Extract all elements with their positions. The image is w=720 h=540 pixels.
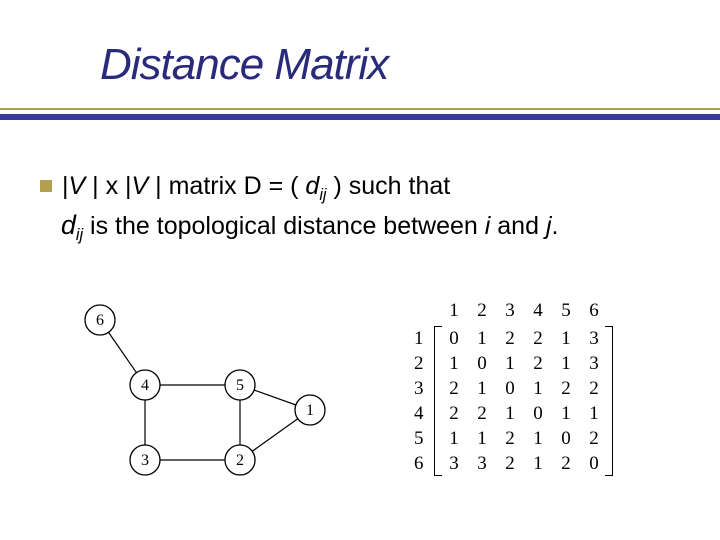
svg-text:5: 5 [236, 377, 244, 394]
bullet-icon [40, 180, 52, 192]
title-underline-top [0, 108, 720, 110]
matrix-bracket-left [434, 326, 442, 476]
svg-text:6: 6 [96, 312, 104, 329]
svg-text:4: 4 [141, 377, 149, 394]
svg-text:3: 3 [141, 452, 149, 469]
svg-text:2: 2 [236, 452, 244, 469]
matrix-bracket-right [605, 326, 613, 476]
page-title: Distance Matrix [100, 40, 720, 90]
svg-text:1: 1 [306, 402, 314, 419]
title-underline-bottom [0, 114, 720, 120]
graph-diagram: 1 2 3 4 5 6 [80, 300, 340, 490]
matrix-grid: 012213101213210122221011112102332120 [440, 326, 608, 476]
matrix-col-headers: 123456 [440, 300, 608, 322]
body-paragraph: |V | x |V | matrix D = ( dij ) such that… [40, 170, 690, 247]
matrix-row-headers: 123456 [414, 326, 424, 476]
